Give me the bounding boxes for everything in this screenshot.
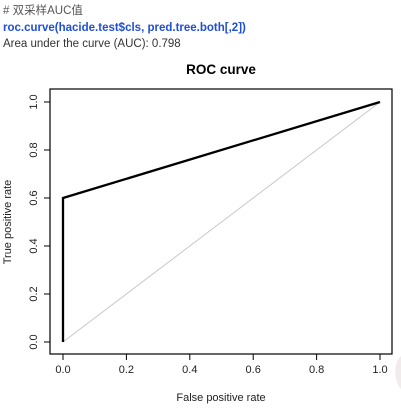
roc-series-line xyxy=(61,100,381,342)
x-tick-label: 0.8 xyxy=(309,364,324,376)
y-tick-label: 0.2 xyxy=(28,286,40,301)
x-tick-label: 1.0 xyxy=(372,364,387,376)
x-tick-label: 0.2 xyxy=(119,364,134,376)
y-tick-label: 0.0 xyxy=(28,334,40,349)
reference-diagonal xyxy=(62,101,381,343)
plot-frame xyxy=(49,88,393,355)
y-tick-label: 0.4 xyxy=(28,238,40,253)
y-axis-label: True positive rate xyxy=(2,180,14,265)
r-command: roc.curve(hacide.test$cls, pred.tree.bot… xyxy=(3,21,246,34)
y-tick-label: 0.8 xyxy=(28,142,40,157)
r-console-output: # 双采样AUC值 roc.curve(hacide.test$cls, pre… xyxy=(3,3,399,53)
x-axis-label: False positive rate xyxy=(176,392,265,404)
auc-output: Area under the curve (AUC): 0.798 xyxy=(3,38,181,50)
y-axis: 0.0 0.2 0.4 0.6 0.8 1.0 xyxy=(28,94,50,350)
chart-title: ROC curve xyxy=(186,62,256,77)
code-comment: # 双采样AUC值 xyxy=(3,5,83,17)
y-tick-label: 1.0 xyxy=(28,94,40,109)
x-axis: 0.0 0.2 0.4 0.6 0.8 1.0 xyxy=(55,354,388,376)
x-tick-label: 0.4 xyxy=(182,364,197,376)
x-tick-label: 0.6 xyxy=(246,364,261,376)
x-tick-label: 0.0 xyxy=(55,364,70,376)
y-tick-label: 0.6 xyxy=(28,190,40,205)
corner-decoration xyxy=(395,356,401,389)
